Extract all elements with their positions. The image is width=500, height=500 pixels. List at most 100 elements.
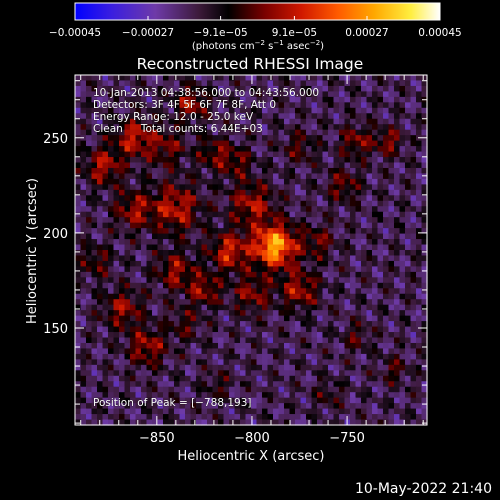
heatmap-cell (377, 211, 384, 218)
heatmap-cell (240, 370, 247, 377)
heatmap-cell (86, 113, 93, 120)
heatmap-cell (245, 299, 252, 306)
heatmap-cell (284, 332, 291, 339)
heatmap-cell (410, 359, 417, 366)
heatmap-cell (372, 124, 379, 131)
heatmap-cell (289, 315, 296, 322)
heatmap-cell (157, 85, 164, 93)
heatmap-cell (168, 266, 175, 273)
heatmap-cell (361, 80, 368, 87)
heatmap-cell (80, 321, 87, 328)
heatmap-cell (163, 288, 170, 295)
heatmap-cell (218, 151, 225, 158)
heatmap-cell (317, 222, 324, 229)
heatmap-cell (289, 124, 296, 131)
heatmap-cell (350, 211, 357, 218)
heatmap-cell (119, 228, 126, 235)
heatmap-cell (262, 397, 269, 404)
heatmap-cell (366, 162, 373, 169)
heatmap-cell (223, 184, 230, 191)
heatmap-cell (80, 157, 87, 164)
heatmap-cell (278, 124, 285, 131)
heatmap-cell (212, 162, 219, 169)
heatmap-cell (240, 250, 247, 257)
heatmap-cell (229, 173, 236, 180)
heatmap-cell (394, 299, 401, 306)
heatmap-cell (421, 321, 428, 328)
heatmap-cell (119, 271, 126, 278)
heatmap-cell (399, 96, 406, 103)
heatmap-cell (119, 113, 126, 120)
heatmap-cell (377, 326, 384, 333)
heatmap-cell (146, 157, 153, 164)
heatmap-cell (75, 342, 82, 350)
heatmap-cell (218, 326, 225, 333)
heatmap-cell (339, 304, 346, 311)
heatmap-cell (383, 332, 390, 339)
heatmap-cell (388, 233, 395, 240)
heatmap-cell (108, 392, 115, 399)
heatmap-cell (399, 85, 406, 93)
heatmap-cell (223, 293, 230, 300)
heatmap-cell (405, 239, 412, 246)
heatmap-cell (102, 386, 109, 393)
heatmap-cell (91, 293, 98, 300)
heatmap-cell (273, 342, 280, 350)
heatmap-cell (388, 195, 395, 202)
heatmap-cell (267, 102, 274, 109)
heatmap-cell (207, 337, 214, 344)
heatmap-cell (234, 189, 241, 196)
heatmap-cell (311, 239, 318, 246)
heatmap-cell (262, 392, 269, 399)
heatmap-cell (410, 332, 417, 339)
heatmap-cell (377, 408, 384, 415)
heatmap-cell (306, 381, 313, 388)
heatmap-cell (240, 113, 247, 120)
heatmap-cell (306, 282, 313, 289)
heatmap-cell (179, 217, 186, 224)
heatmap-cell (234, 419, 241, 426)
heatmap-cell (152, 211, 159, 218)
heatmap-cell (284, 364, 291, 371)
heatmap-cell (333, 157, 340, 164)
heatmap-cell (196, 189, 203, 196)
heatmap-cell (152, 162, 159, 169)
heatmap-cell (240, 375, 247, 382)
heatmap-cell (218, 200, 225, 207)
heatmap-cell (245, 419, 252, 426)
heatmap-cell (372, 321, 379, 328)
heatmap-cell (311, 233, 318, 240)
heatmap-cell (366, 408, 373, 415)
heatmap-cell (179, 129, 186, 136)
heatmap-cell (306, 277, 313, 284)
heatmap-cell (113, 184, 120, 191)
heatmap-cell (251, 364, 258, 371)
heatmap-cell (262, 85, 269, 93)
heatmap-cell (97, 299, 104, 306)
heatmap-cell (157, 321, 164, 328)
heatmap-cell (344, 364, 351, 371)
heatmap-cell (284, 146, 291, 153)
heatmap-cell (201, 315, 208, 322)
heatmap-cell (212, 75, 219, 82)
heatmap-cell (289, 293, 296, 300)
heatmap-cell (361, 162, 368, 169)
heatmap-cell (179, 255, 186, 262)
heatmap-cell (372, 167, 379, 175)
heatmap-cell (190, 364, 197, 371)
heatmap-cell (152, 326, 159, 333)
heatmap-cell (278, 255, 285, 262)
heatmap-cell (289, 342, 296, 350)
heatmap-cell (344, 189, 351, 196)
heatmap-cell (410, 299, 417, 306)
heatmap-cell (372, 244, 379, 251)
heatmap-cell (410, 310, 417, 317)
heatmap-cell (300, 113, 307, 120)
heatmap-cell (273, 288, 280, 295)
heatmap-cell (102, 85, 109, 93)
heatmap-cell (388, 321, 395, 328)
heatmap-cell (284, 118, 291, 125)
heatmap-cell (108, 135, 115, 142)
heatmap-cell (196, 408, 203, 415)
heatmap-cell (124, 359, 131, 366)
